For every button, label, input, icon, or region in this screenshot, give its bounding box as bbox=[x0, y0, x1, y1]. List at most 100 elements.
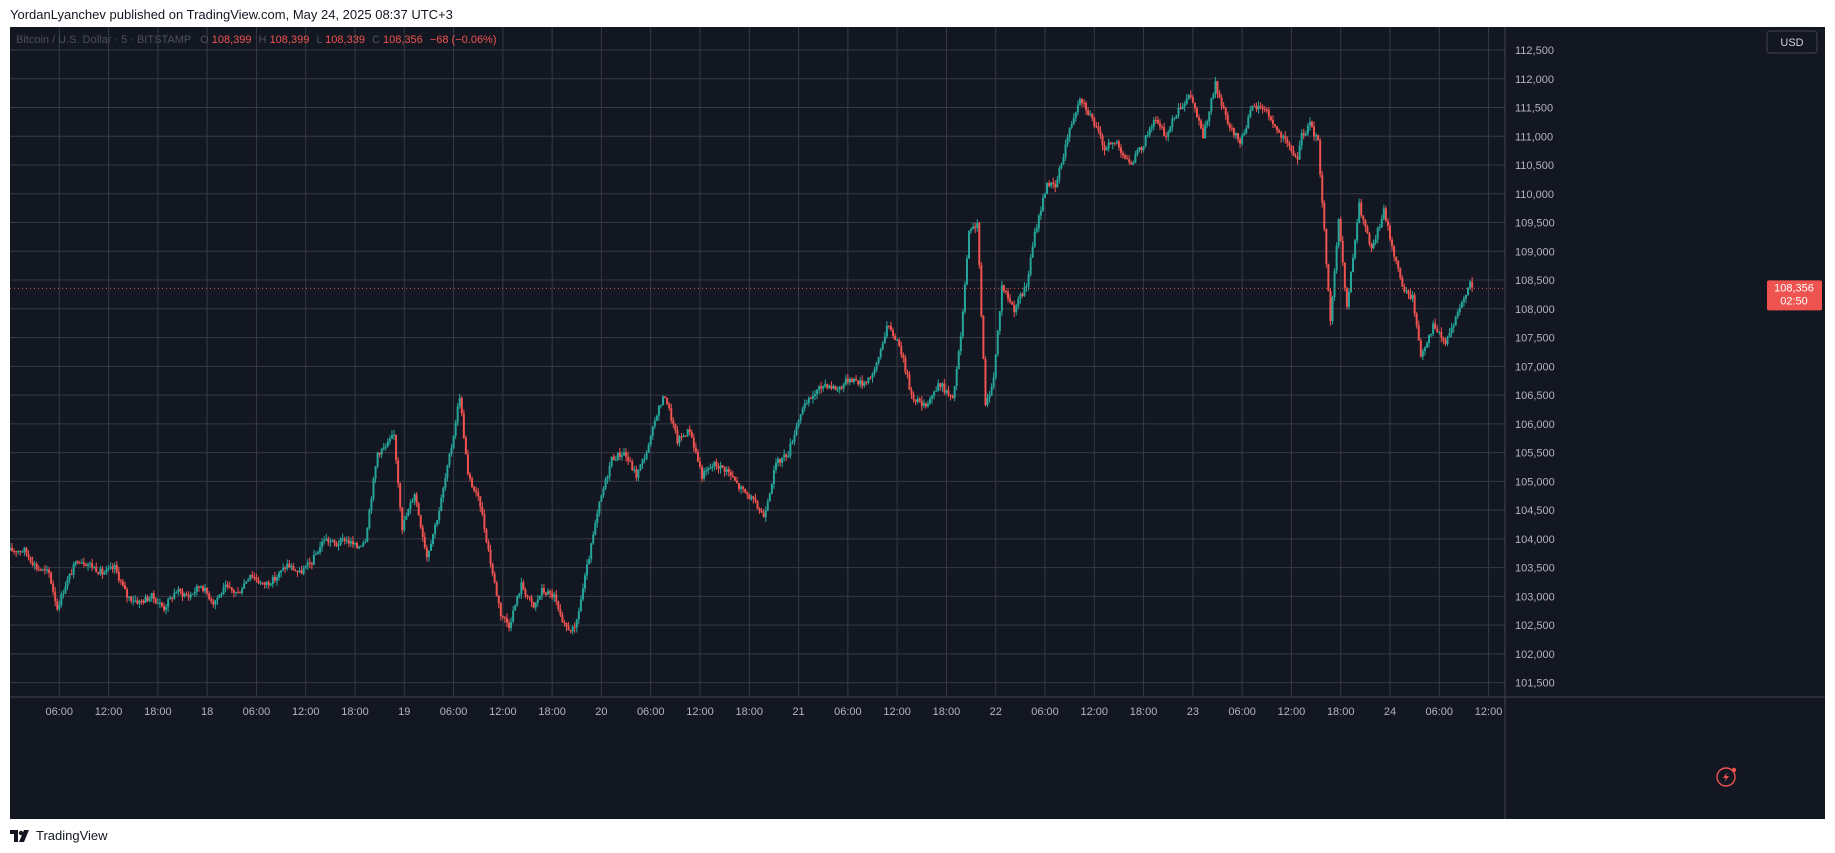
candle-body bbox=[838, 386, 841, 390]
candle-body bbox=[195, 586, 198, 592]
candle-body bbox=[163, 606, 166, 611]
candle-body bbox=[173, 593, 176, 599]
candle-body bbox=[581, 588, 584, 600]
candle-body bbox=[103, 572, 106, 575]
candle-body bbox=[374, 466, 377, 479]
candle-body bbox=[263, 582, 266, 585]
candle-body bbox=[1027, 274, 1030, 287]
candle-body bbox=[171, 597, 174, 599]
candle-body bbox=[421, 527, 424, 537]
candle-body bbox=[452, 435, 455, 449]
candle-body bbox=[140, 600, 143, 602]
candle-body bbox=[111, 566, 114, 569]
svg-text:Bitcoin / U.S. Dollar · 5 · BI: Bitcoin / U.S. Dollar · 5 · BITSTAMP O 1… bbox=[16, 34, 497, 46]
candle-body bbox=[193, 591, 196, 594]
candle-body bbox=[121, 581, 124, 586]
candle-body bbox=[1202, 128, 1205, 139]
price-axis-labels: 101,500 102,000 102,500 103,000 103,500 104,0… bbox=[1515, 45, 1555, 690]
candle-body bbox=[1438, 331, 1441, 333]
candle-body bbox=[1436, 328, 1439, 333]
candle-body bbox=[411, 500, 414, 503]
candle-body bbox=[251, 574, 254, 577]
candle-body bbox=[1389, 225, 1391, 240]
current-price-label: 108,356 bbox=[1774, 282, 1814, 294]
candle-body bbox=[584, 575, 586, 589]
candle-body bbox=[308, 562, 311, 564]
candle-body bbox=[1023, 287, 1026, 296]
candle-body bbox=[1216, 81, 1219, 94]
candle-body bbox=[559, 609, 562, 615]
candle-body bbox=[1421, 351, 1424, 357]
candle-body bbox=[850, 378, 853, 382]
candle-body bbox=[840, 386, 843, 389]
candle-body bbox=[290, 565, 293, 568]
candle-body bbox=[803, 403, 806, 409]
candle-body bbox=[419, 515, 422, 528]
time-tick-label: 21 bbox=[792, 706, 804, 718]
candle-body bbox=[1058, 168, 1061, 180]
candle-body bbox=[448, 454, 451, 466]
candle-body bbox=[618, 452, 621, 457]
candle-body bbox=[725, 469, 728, 472]
candle-body bbox=[744, 488, 747, 493]
candle-body bbox=[1064, 144, 1067, 157]
candle-body bbox=[505, 618, 508, 623]
candle-body bbox=[881, 343, 884, 350]
candle-body bbox=[440, 497, 443, 512]
candle-body bbox=[1200, 120, 1203, 129]
candle-body bbox=[306, 562, 309, 566]
candle-body bbox=[362, 542, 365, 546]
candle-body bbox=[1411, 295, 1414, 299]
candle-body bbox=[926, 403, 929, 407]
candle-body bbox=[826, 383, 829, 388]
candle-body bbox=[1210, 98, 1213, 112]
candle-body bbox=[824, 383, 827, 387]
candle-body bbox=[321, 541, 324, 547]
candle-body bbox=[1181, 106, 1184, 110]
flash-icon[interactable] bbox=[1716, 767, 1737, 787]
candle-body bbox=[571, 626, 574, 632]
candle-body bbox=[327, 538, 330, 543]
candle-body bbox=[768, 493, 771, 502]
candle-body bbox=[1337, 219, 1340, 246]
candle-body bbox=[314, 554, 317, 556]
candle-body bbox=[105, 569, 108, 573]
candle-body bbox=[1321, 174, 1324, 203]
candle-body bbox=[561, 614, 564, 623]
candle-body bbox=[1113, 142, 1116, 144]
candle-body bbox=[152, 593, 155, 599]
time-tick-label: 18:00 bbox=[538, 706, 566, 718]
candle-body bbox=[1041, 197, 1044, 211]
candle-body bbox=[1317, 135, 1320, 141]
candle-body bbox=[183, 594, 186, 597]
candle-body bbox=[456, 406, 459, 423]
chart-area[interactable]: 101,500 102,000 102,500 103,000 103,500 104,0… bbox=[9, 27, 1825, 819]
candle-body bbox=[1195, 108, 1198, 118]
candle-body bbox=[115, 565, 118, 572]
time-tick-label: 18:00 bbox=[144, 706, 172, 718]
candle-body bbox=[1187, 95, 1190, 99]
candle-body bbox=[814, 393, 816, 396]
candle-body bbox=[855, 378, 858, 381]
candle-body bbox=[82, 562, 85, 565]
price-chart[interactable]: 101,500 102,000 102,500 103,000 103,500 104,0… bbox=[9, 27, 1825, 819]
candle-body bbox=[795, 426, 798, 435]
candle-body bbox=[908, 374, 911, 390]
candle-body bbox=[555, 594, 558, 602]
candle-body bbox=[167, 599, 170, 608]
candle-body bbox=[719, 465, 722, 469]
candle-body bbox=[1300, 133, 1303, 146]
legend-open-label: O bbox=[200, 34, 209, 46]
legend: Bitcoin / U.S. Dollar · 5 · BITSTAMP O 1… bbox=[16, 34, 497, 46]
candle-body bbox=[1298, 145, 1301, 160]
candle-body bbox=[544, 592, 547, 595]
candle-body bbox=[76, 561, 79, 563]
candle-body bbox=[756, 500, 759, 509]
candle-body bbox=[438, 511, 441, 521]
candle-body bbox=[1173, 118, 1176, 120]
price-tick-label: 102,500 bbox=[1515, 620, 1555, 632]
candle-body bbox=[664, 396, 667, 398]
currency-button[interactable]: USD bbox=[1766, 30, 1818, 54]
candle-body bbox=[1286, 139, 1289, 144]
candle-body bbox=[17, 551, 20, 553]
